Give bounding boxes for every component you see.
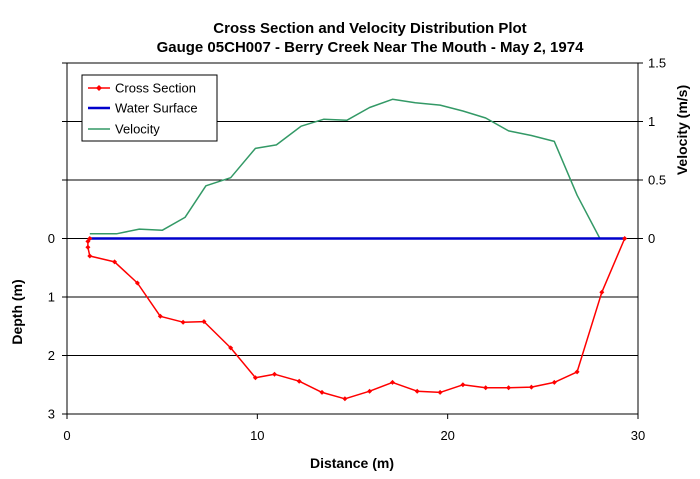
data-point-cross-section — [201, 319, 207, 325]
axis-ticks — [62, 62, 643, 419]
data-point-cross-section — [622, 236, 628, 241]
data-point-cross-section — [87, 253, 93, 259]
velocity-tick-label: 1.5 — [648, 56, 666, 71]
data-point-cross-section — [252, 375, 258, 381]
velocity-axis-label: Velocity (m/s) — [674, 85, 690, 175]
data-point-cross-section — [574, 369, 580, 375]
depth-tick-label: 3 — [48, 407, 55, 422]
data-point-cross-section — [460, 382, 466, 388]
series-line-velocity — [89, 98, 610, 240]
legend-label-velocity: Velocity — [115, 122, 160, 137]
data-point-cross-section — [319, 389, 325, 395]
x-axis-label: Distance (m) — [310, 455, 394, 471]
data-point-cross-section — [528, 384, 534, 390]
depth-axis-label: Depth (m) — [9, 279, 25, 344]
data-point-cross-section — [296, 378, 302, 384]
series-layer — [85, 98, 628, 402]
legend-marker-cross-section — [96, 85, 102, 91]
chart-subtitle: Gauge 05CH007 - Berry Creek Near The Mou… — [157, 39, 584, 56]
data-point-cross-section — [180, 319, 186, 325]
depth-tick-label: 1 — [48, 290, 55, 305]
data-point-cross-section — [272, 371, 277, 377]
velocity-tick-label: 0.5 — [648, 173, 666, 188]
data-point-cross-section — [112, 259, 118, 265]
depth-tick-label: 0 — [48, 231, 55, 246]
data-point-cross-section — [85, 244, 91, 250]
series-line-cross-section — [87, 238, 626, 400]
data-point-cross-section — [483, 385, 489, 391]
legend-label-cross-section: Cross Section — [115, 81, 196, 96]
x-tick-label: 10 — [250, 428, 264, 443]
legend-label-water-surface: Water Surface — [115, 101, 198, 116]
data-point-cross-section — [599, 289, 605, 295]
legend: Cross Section Water Surface Velocity — [81, 74, 218, 142]
data-point-cross-section — [157, 313, 163, 319]
x-tick-label: 0 — [63, 428, 70, 443]
x-tick-label: 20 — [440, 428, 454, 443]
data-point-cross-section — [437, 389, 443, 395]
depth-tick-label: 2 — [48, 348, 55, 363]
data-point-cross-section — [551, 379, 557, 385]
velocity-tick-label: 1 — [648, 114, 655, 129]
data-point-cross-section — [85, 238, 91, 244]
data-point-cross-section — [390, 379, 395, 385]
data-point-cross-section — [367, 388, 373, 394]
velocity-tick-label: 0 — [648, 231, 655, 246]
data-point-cross-section — [414, 388, 420, 394]
data-point-cross-section — [342, 396, 348, 402]
chart-title: Cross Section and Velocity Distribution … — [213, 20, 526, 37]
x-tick-label: 30 — [631, 428, 645, 443]
data-point-cross-section — [506, 385, 512, 391]
data-point-cross-section — [228, 345, 234, 351]
data-point-cross-section — [134, 280, 140, 286]
